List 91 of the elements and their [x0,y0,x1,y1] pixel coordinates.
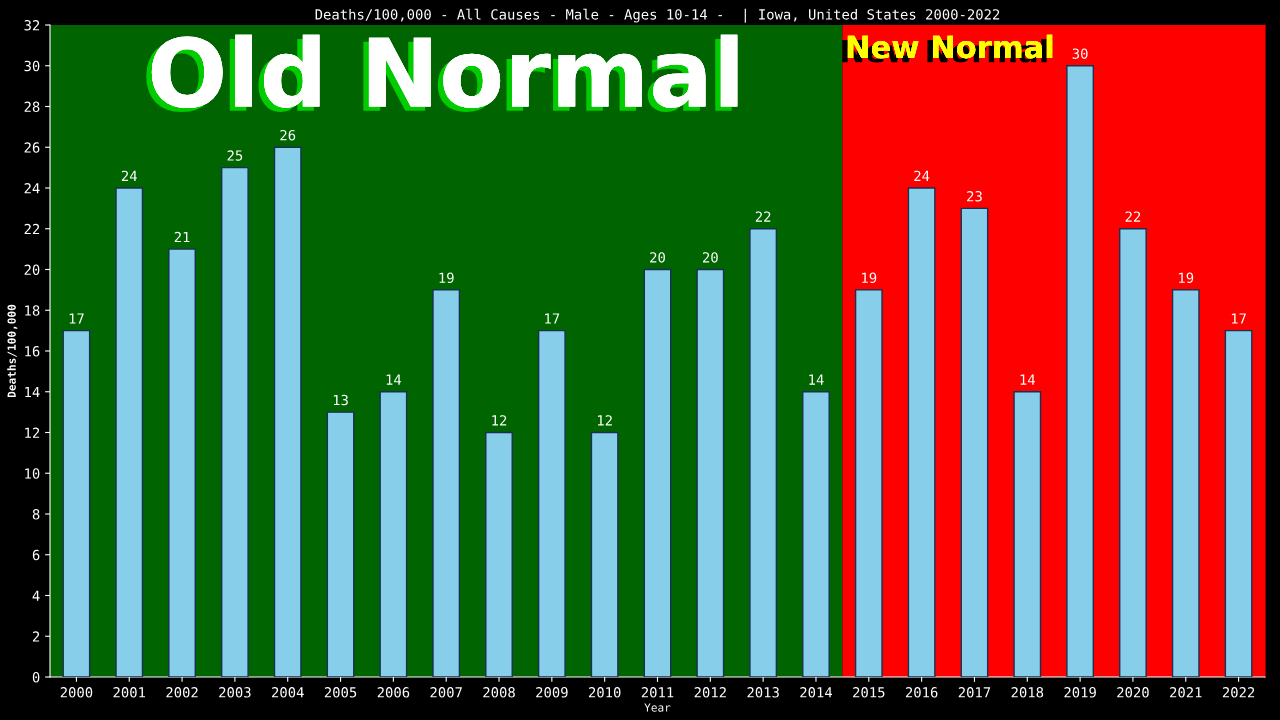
data-label: 14 [1020,374,1035,385]
data-label: 22 [1125,211,1141,222]
data-label: 20 [703,252,718,263]
bar [62,329,91,677]
y-tick-label: 20 [24,264,40,276]
x-tick-label: 2008 [483,687,515,698]
bar [379,391,408,677]
data-label: 23 [967,191,982,202]
bar [432,289,461,677]
data-label: 21 [174,231,190,243]
band-label: New Normal [842,34,1053,63]
bar [749,228,778,677]
bar [168,248,196,677]
x-tick-label: 2010 [588,687,621,698]
data-label: 19 [439,272,454,284]
bar [643,268,672,677]
data-label: 14 [809,374,824,385]
x-tick-label: 2018 [1011,687,1044,698]
data-label: 20 [650,252,665,263]
x-tick-label: 2011 [641,687,674,698]
bar [696,268,725,677]
chart-title: Deaths/100,000 - All Causes - Male - Ages 10-14 - | Iowa, United States 2000-2022 [315,8,1000,23]
bar [326,411,355,677]
data-label: 13 [333,394,348,406]
x-tick-label: 2020 [1117,687,1149,698]
x-tick-label: 2017 [958,687,991,698]
x-tick-label: 2006 [377,687,410,698]
x-tick-label: 2022 [1222,687,1255,698]
y-tick-label: 18 [25,305,40,316]
x-tick-label: 2004 [272,687,304,698]
x-tick-label: 2003 [219,687,251,698]
band-label: Old Normal [146,34,738,113]
bar [115,187,144,677]
data-label: 19 [1179,272,1194,284]
bar [590,431,619,677]
y-tick-label: 0 [32,672,40,683]
data-label: 30 [1072,48,1088,59]
data-label: 24 [121,170,137,181]
data-label: 12 [492,415,507,426]
data-label: 12 [597,415,612,426]
bar [273,146,302,677]
y-axis-title: Deaths/100,000 [7,304,18,398]
data-label: 22 [755,211,771,222]
bar [802,391,830,677]
x-tick-label: 2002 [166,687,198,698]
bar [1224,329,1253,677]
bar [854,289,883,677]
bar [1066,65,1095,677]
bar [485,431,513,677]
x-tick-label: 2001 [113,687,146,698]
x-tick-label: 2019 [1064,687,1096,698]
x-tick-label: 2014 [800,687,833,698]
data-label: 19 [862,272,877,284]
y-tick-label: 32 [24,20,40,31]
data-label: 17 [545,313,560,324]
y-tick-label: 12 [25,427,40,438]
x-tick-label: 2021 [1170,687,1202,698]
y-tick-label: 4 [32,590,40,601]
y-tick-label: 22 [24,223,40,235]
bar [1171,289,1200,677]
bar [220,166,249,677]
x-tick-label: 2000 [60,687,93,698]
bar [907,187,936,677]
x-tick-label: 2016 [905,687,938,698]
data-label: 25 [227,150,243,161]
y-tick-label: 24 [24,183,40,194]
y-tick-label: 14 [25,386,40,398]
x-tick-label: 2013 [747,687,779,698]
bar [1119,228,1147,677]
bar [537,329,566,677]
x-tick-label: 2007 [430,687,462,698]
x-tick-label: 2012 [694,687,726,698]
data-label: 14 [386,374,402,385]
y-tick-label: 8 [32,509,40,520]
x-tick-label: 2005 [324,687,357,698]
x-tick-label: 2009 [536,687,568,698]
y-tick-label: 6 [32,549,40,561]
x-axis-title: Year [644,703,671,712]
y-tick-label: 30 [24,60,40,72]
bar [960,207,989,677]
y-tick-label: 28 [24,101,40,113]
y-tick-label: 10 [25,468,40,479]
y-tick-label: 26 [24,142,40,153]
y-tick-label: 16 [25,346,40,357]
y-tick-label: 2 [32,631,40,642]
data-label: 26 [280,129,296,141]
bar [1013,391,1042,677]
data-label: 24 [914,170,930,181]
data-label: 17 [1231,313,1246,324]
x-tick-label: 2015 [853,687,885,698]
data-label: 17 [69,313,84,324]
